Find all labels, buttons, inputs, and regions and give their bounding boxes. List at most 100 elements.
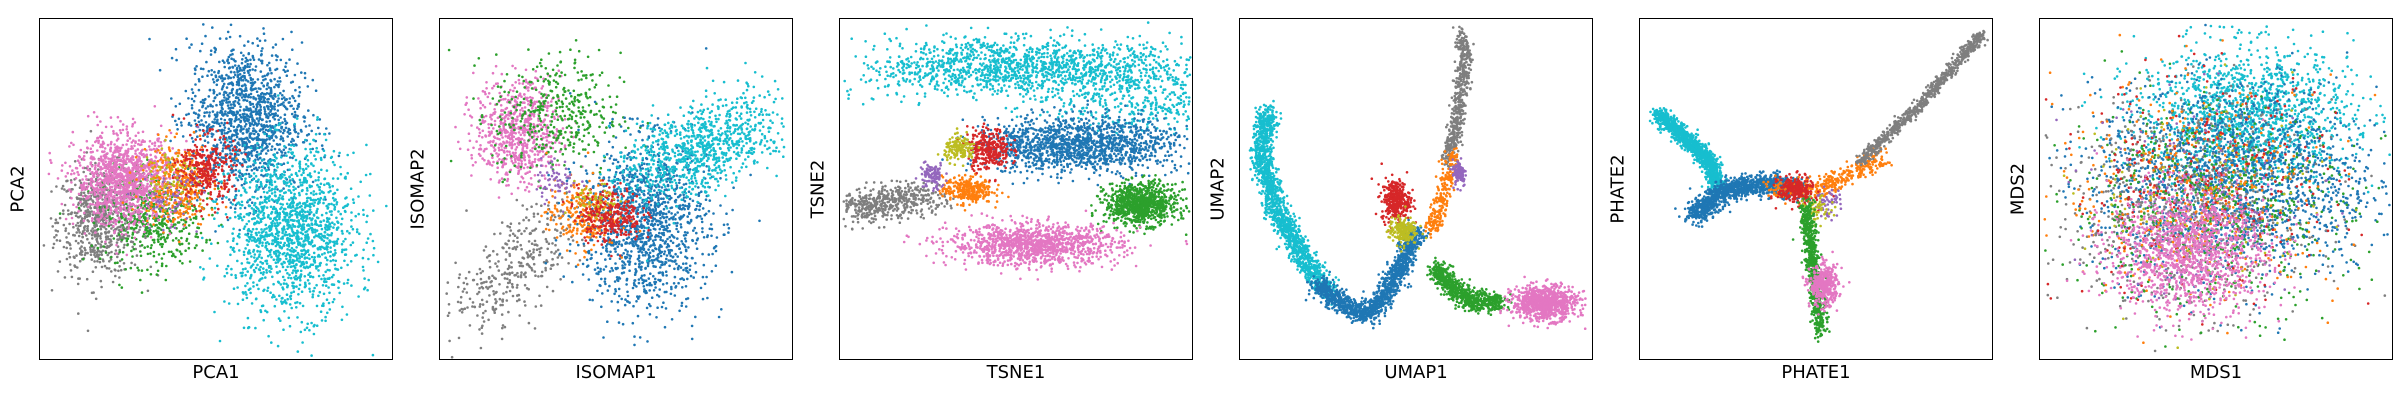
data-point bbox=[117, 269, 120, 273]
data-point bbox=[232, 94, 235, 97]
data-point bbox=[70, 216, 74, 220]
data-point bbox=[341, 248, 344, 252]
data-point bbox=[73, 234, 77, 237]
data-point bbox=[286, 135, 289, 138]
data-point bbox=[157, 232, 160, 236]
data-point bbox=[126, 231, 130, 234]
data-point bbox=[282, 328, 285, 332]
data-point bbox=[314, 89, 318, 92]
data-point bbox=[325, 241, 329, 245]
data-point bbox=[188, 46, 191, 49]
data-point bbox=[320, 253, 324, 256]
data-point bbox=[328, 185, 332, 189]
data-point bbox=[333, 263, 337, 267]
data-point bbox=[220, 180, 223, 183]
data-point bbox=[123, 178, 126, 182]
data-point bbox=[308, 216, 312, 220]
data-point bbox=[254, 211, 257, 214]
data-point bbox=[257, 209, 261, 213]
data-point bbox=[269, 79, 273, 83]
data-point bbox=[195, 65, 198, 68]
data-point bbox=[280, 302, 284, 305]
data-point bbox=[316, 248, 320, 251]
data-point bbox=[225, 271, 229, 275]
data-point bbox=[265, 120, 268, 123]
data-point bbox=[113, 143, 116, 146]
data-point bbox=[273, 304, 277, 308]
data-point bbox=[237, 189, 241, 193]
data-point bbox=[248, 140, 251, 144]
data-point bbox=[282, 187, 285, 190]
data-point bbox=[176, 128, 179, 131]
data-point bbox=[174, 119, 177, 123]
data-point bbox=[249, 276, 252, 280]
data-point bbox=[170, 56, 174, 60]
data-point bbox=[86, 229, 89, 233]
data-point bbox=[268, 189, 271, 192]
data-point bbox=[342, 206, 345, 209]
data-point bbox=[296, 225, 300, 228]
data-point bbox=[232, 100, 235, 104]
data-point bbox=[279, 91, 282, 95]
data-point bbox=[249, 103, 252, 106]
data-point bbox=[264, 309, 267, 313]
data-point bbox=[201, 98, 205, 102]
data-point bbox=[279, 58, 283, 62]
data-point bbox=[65, 190, 68, 193]
data-point bbox=[135, 224, 139, 227]
data-point bbox=[131, 125, 134, 128]
data-point bbox=[291, 177, 294, 181]
data-point bbox=[346, 278, 350, 282]
data-point bbox=[314, 198, 318, 202]
data-point bbox=[226, 172, 230, 176]
data-point bbox=[134, 152, 137, 155]
data-point bbox=[192, 216, 196, 220]
data-point bbox=[187, 246, 191, 250]
data-point bbox=[234, 113, 238, 117]
data-point bbox=[143, 246, 146, 249]
data-point bbox=[325, 211, 328, 215]
data-point bbox=[271, 174, 274, 178]
data-point bbox=[240, 78, 243, 82]
data-point bbox=[137, 139, 141, 142]
data-point bbox=[255, 155, 259, 159]
data-point bbox=[234, 215, 237, 219]
data-point bbox=[230, 273, 233, 277]
data-point bbox=[295, 263, 298, 266]
data-point bbox=[166, 233, 170, 237]
data-point bbox=[369, 172, 372, 176]
data-point bbox=[224, 213, 228, 216]
data-point bbox=[318, 264, 322, 267]
data-point bbox=[96, 246, 100, 250]
data-point bbox=[118, 276, 121, 279]
data-point bbox=[288, 238, 292, 242]
data-point bbox=[95, 171, 98, 174]
data-point bbox=[190, 88, 194, 91]
data-point bbox=[312, 251, 316, 255]
data-point bbox=[284, 126, 288, 130]
data-point bbox=[264, 77, 267, 81]
data-point bbox=[300, 320, 304, 324]
data-point bbox=[276, 100, 279, 104]
data-point bbox=[103, 217, 106, 220]
data-point bbox=[305, 192, 308, 196]
data-point bbox=[253, 260, 257, 263]
data-point bbox=[60, 169, 64, 172]
data-point bbox=[251, 41, 254, 45]
data-point bbox=[115, 161, 118, 165]
data-point bbox=[243, 76, 247, 80]
data-point bbox=[110, 255, 113, 259]
data-point bbox=[369, 232, 372, 236]
data-point bbox=[94, 164, 97, 167]
data-point bbox=[93, 217, 97, 221]
data-point bbox=[190, 136, 194, 140]
data-point bbox=[318, 192, 322, 195]
data-point bbox=[115, 241, 119, 244]
data-point bbox=[272, 164, 276, 168]
data-point bbox=[288, 101, 291, 104]
data-point bbox=[277, 97, 280, 100]
data-point bbox=[133, 242, 136, 246]
data-point bbox=[52, 242, 56, 246]
data-point bbox=[307, 109, 310, 112]
data-point bbox=[60, 187, 64, 190]
